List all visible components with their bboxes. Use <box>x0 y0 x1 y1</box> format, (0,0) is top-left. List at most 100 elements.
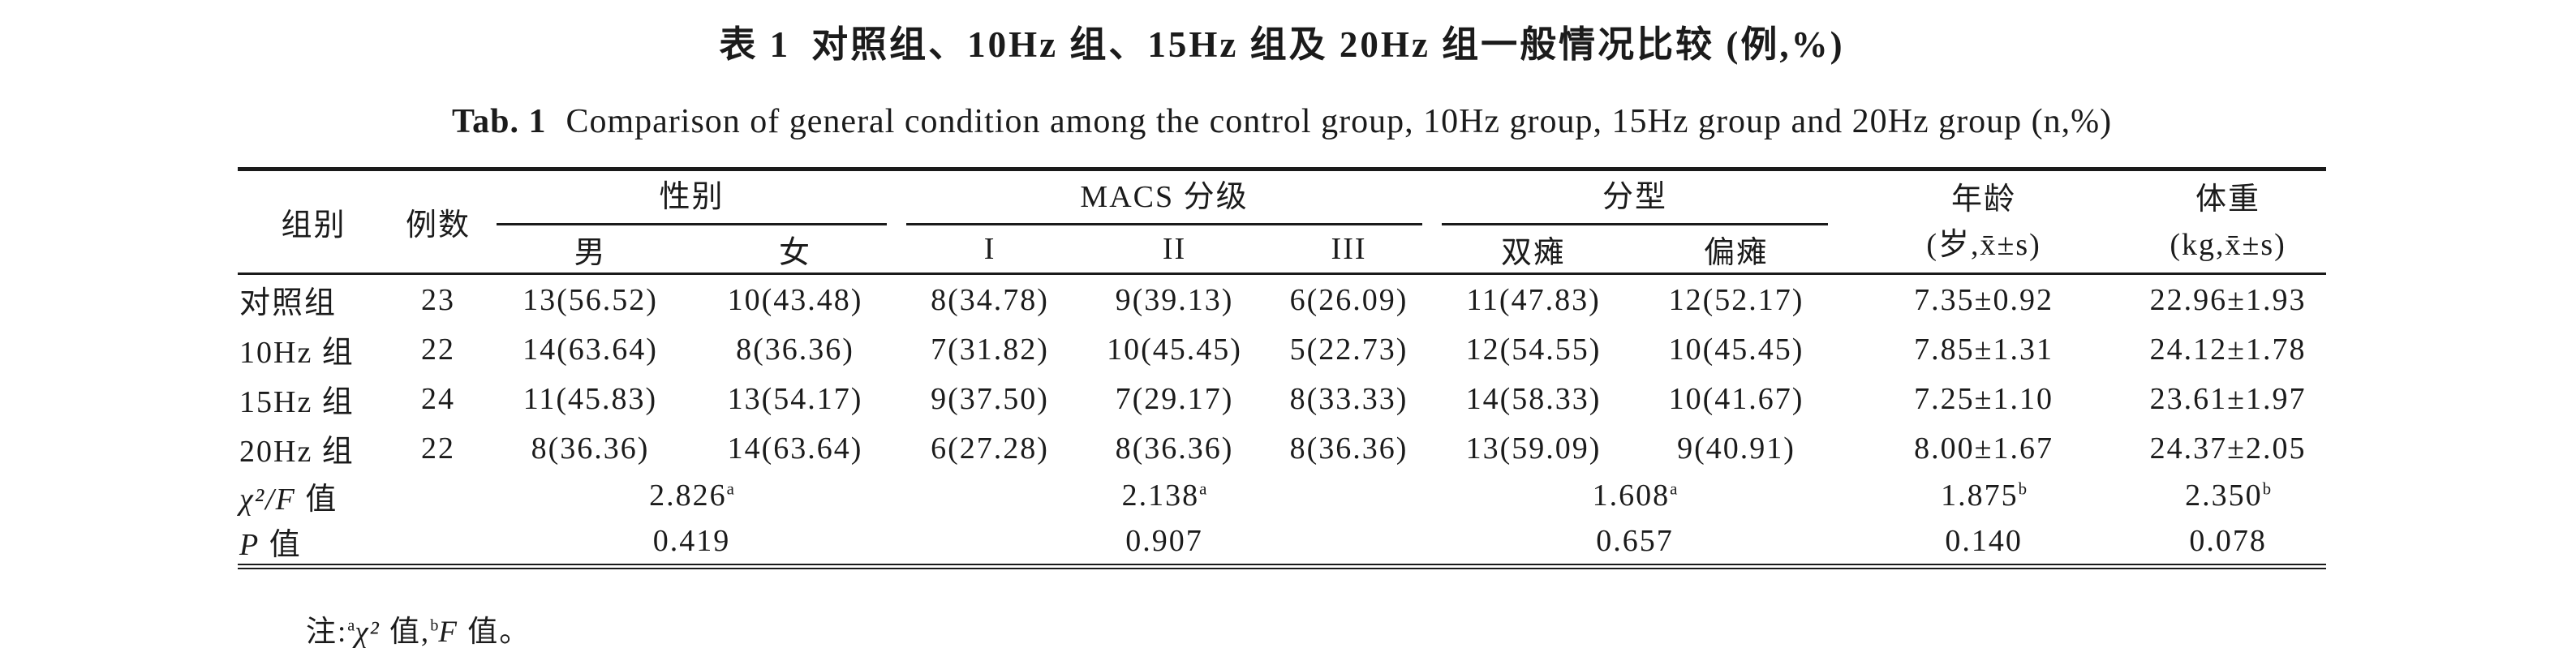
cell-weight: 23.61±1.97 <box>2149 381 2307 416</box>
footnote-prefix: 注: <box>306 616 348 648</box>
table-number-en: Tab. 1 <box>451 103 547 140</box>
row-label: 对照组 <box>239 286 338 320</box>
cell-weight: 22.96±1.93 <box>2149 282 2307 317</box>
row-label: 10Hz 组 <box>239 336 355 370</box>
cell-stat-type: 1.608a <box>1432 473 1838 518</box>
header-weight-line2: (kg,x̄±s) <box>2170 227 2286 262</box>
header-age-line1: 年龄 <box>1951 182 2017 217</box>
stat-value: 0.657 <box>1596 524 1674 558</box>
cell-macs2: 10(45.45) <box>1107 332 1242 367</box>
cell-macs1: 9(37.50) <box>931 381 1049 416</box>
cell-diplegia: 13(59.09) <box>1465 431 1602 466</box>
cell-macs3: 6(26.09) <box>1289 282 1408 317</box>
stat-value: 2.826 <box>649 478 727 513</box>
stat-sup: a <box>1199 478 1207 499</box>
cell-male: 14(63.64) <box>523 332 658 367</box>
cell-diplegia: 11(47.83) <box>1466 282 1601 317</box>
footnote-chi-symbol: χ² <box>355 616 381 648</box>
cell-diplegia: 14(58.33) <box>1465 381 1602 416</box>
header-macs-label: MACS 分级 <box>906 171 1423 225</box>
cell-p-macs: 0.907 <box>897 518 1432 567</box>
cell-diplegia: 12(54.55) <box>1465 332 1602 367</box>
cell-age: 7.35±0.92 <box>1914 282 2053 317</box>
header-diplegia: 双瘫 <box>1432 225 1636 275</box>
cell-female: 10(43.48) <box>727 282 863 317</box>
cell-male: 13(56.52) <box>523 282 658 317</box>
stat-sup: a <box>1670 478 1678 499</box>
footnote-sup-b: b <box>430 616 439 635</box>
cell-weight: 24.12±1.78 <box>2149 332 2307 367</box>
table-row-15hz: 15Hz 组 24 11(45.83) 13(54.17) 9(37.50) 7… <box>238 374 2326 423</box>
table-row-control: 对照组 23 13(56.52) 10(43.48) 8(34.78) 9(39… <box>238 274 2326 325</box>
table-row-20hz: 20Hz 组 22 8(36.36) 14(63.64) 6(27.28) 8(… <box>238 423 2326 473</box>
header-macs-span: MACS 分级 <box>897 170 1432 225</box>
footnote-sup-a: a <box>347 616 355 635</box>
cell-p-type: 0.657 <box>1432 518 1838 567</box>
table-row-p: P 值 0.419 0.907 0.657 0.140 0.078 <box>238 518 2326 567</box>
cell-male: 11(45.83) <box>523 381 658 416</box>
header-hemiplegia: 偏瘫 <box>1635 225 1838 275</box>
cell-p-age: 0.140 <box>1838 518 2130 567</box>
p-zh: 值 <box>260 527 302 562</box>
stat-value: 0.140 <box>1945 524 2023 558</box>
header-row-2: 男 女 I II III 双瘫 偏瘫 <box>238 225 2326 275</box>
table-footnote: 注:aχ² 值,bF 值。 <box>238 607 2326 648</box>
cell-age: 8.00±1.67 <box>1914 431 2053 466</box>
table-title-en: Tab. 1 Comparison of general condition am… <box>238 101 2326 143</box>
cell-stat-macs: 2.138a <box>897 473 1432 518</box>
header-weight-line1: 体重 <box>2195 182 2261 217</box>
table-number-zh: 表 1 <box>719 24 791 65</box>
cell-macs1: 8(34.78) <box>931 282 1049 317</box>
cell-macs3: 8(36.36) <box>1289 431 1408 466</box>
cell-female: 13(54.17) <box>727 381 863 416</box>
row-label-chi-f: χ²/F 值 <box>238 473 487 518</box>
cell-stat-age: 1.875b <box>1838 473 2130 518</box>
header-macs-3: III <box>1266 225 1433 275</box>
header-male: 男 <box>487 225 694 275</box>
cell-female: 8(36.36) <box>736 332 854 367</box>
cell-stat-gender: 2.826a <box>487 473 897 518</box>
stat-value: 0.078 <box>2189 524 2267 558</box>
cell-macs2: 9(39.13) <box>1115 282 1234 317</box>
cell-macs3: 8(33.33) <box>1289 381 1408 416</box>
stat-value: 0.419 <box>652 524 731 558</box>
header-row-1: 组别 例数 性别 MACS 分级 分型 年龄 (岁,x̄±s) 体重 (kg,x… <box>238 169 2327 275</box>
table-caption-en: Comparison of general condition among th… <box>566 103 2113 140</box>
cell-macs1: 6(27.28) <box>931 431 1049 466</box>
table-row-chi-f: χ²/F 值 2.826a 2.138a 1.608a 1.875b 2.350… <box>238 473 2326 518</box>
cell-n: 23 <box>421 282 455 317</box>
cell-macs1: 7(31.82) <box>931 332 1049 367</box>
footnote-chi-text: 值, <box>380 616 431 648</box>
cell-hemiplegia: 12(52.17) <box>1668 282 1804 317</box>
header-type-label: 分型 <box>1442 171 1829 225</box>
row-label-p: P 值 <box>238 518 487 567</box>
header-cases: 例数 <box>389 169 487 275</box>
table-caption-zh: 对照组、10Hz 组、15Hz 组及 20Hz 组一般情况比较 (例,%) <box>811 24 1845 65</box>
cell-female: 14(63.64) <box>727 431 863 466</box>
table-body: 对照组 23 13(56.52) 10(43.48) 8(34.78) 9(39… <box>238 274 2326 567</box>
row-label: 15Hz 组 <box>239 385 355 419</box>
cell-n: 22 <box>421 431 455 466</box>
chi-f-zh: 值 <box>295 482 338 517</box>
stat-value: 2.350 <box>2185 478 2263 513</box>
table-row-10hz: 10Hz 组 22 14(63.64) 8(36.36) 7(31.82) 10… <box>238 324 2326 374</box>
cell-weight: 24.37±2.05 <box>2149 431 2307 466</box>
stat-value: 0.907 <box>1125 524 1203 558</box>
footnote-f-symbol: F <box>438 616 458 648</box>
header-age-line2: (岁,x̄±s) <box>1926 227 2041 262</box>
comparison-table: 组别 例数 性别 MACS 分级 分型 年龄 (岁,x̄±s) 体重 (kg,x… <box>238 167 2327 569</box>
cell-male: 8(36.36) <box>531 431 650 466</box>
cell-macs2: 7(29.17) <box>1115 381 1234 416</box>
header-weight: 体重 (kg,x̄±s) <box>2130 169 2327 275</box>
cell-hemiplegia: 9(40.91) <box>1677 431 1795 466</box>
table-title-zh: 表 1 对照组、10Hz 组、15Hz 组及 20Hz 组一般情况比较 (例,%) <box>238 23 2326 67</box>
cell-p-gender: 0.419 <box>487 518 897 567</box>
header-macs-2: II <box>1083 225 1266 275</box>
cell-hemiplegia: 10(41.67) <box>1668 381 1804 416</box>
header-age: 年龄 (岁,x̄±s) <box>1838 169 2131 275</box>
footnote-f-text: 值。 <box>458 616 531 648</box>
row-label: 20Hz 组 <box>239 435 355 469</box>
stat-value: 1.875 <box>1941 478 2019 513</box>
cell-n: 24 <box>421 381 455 416</box>
